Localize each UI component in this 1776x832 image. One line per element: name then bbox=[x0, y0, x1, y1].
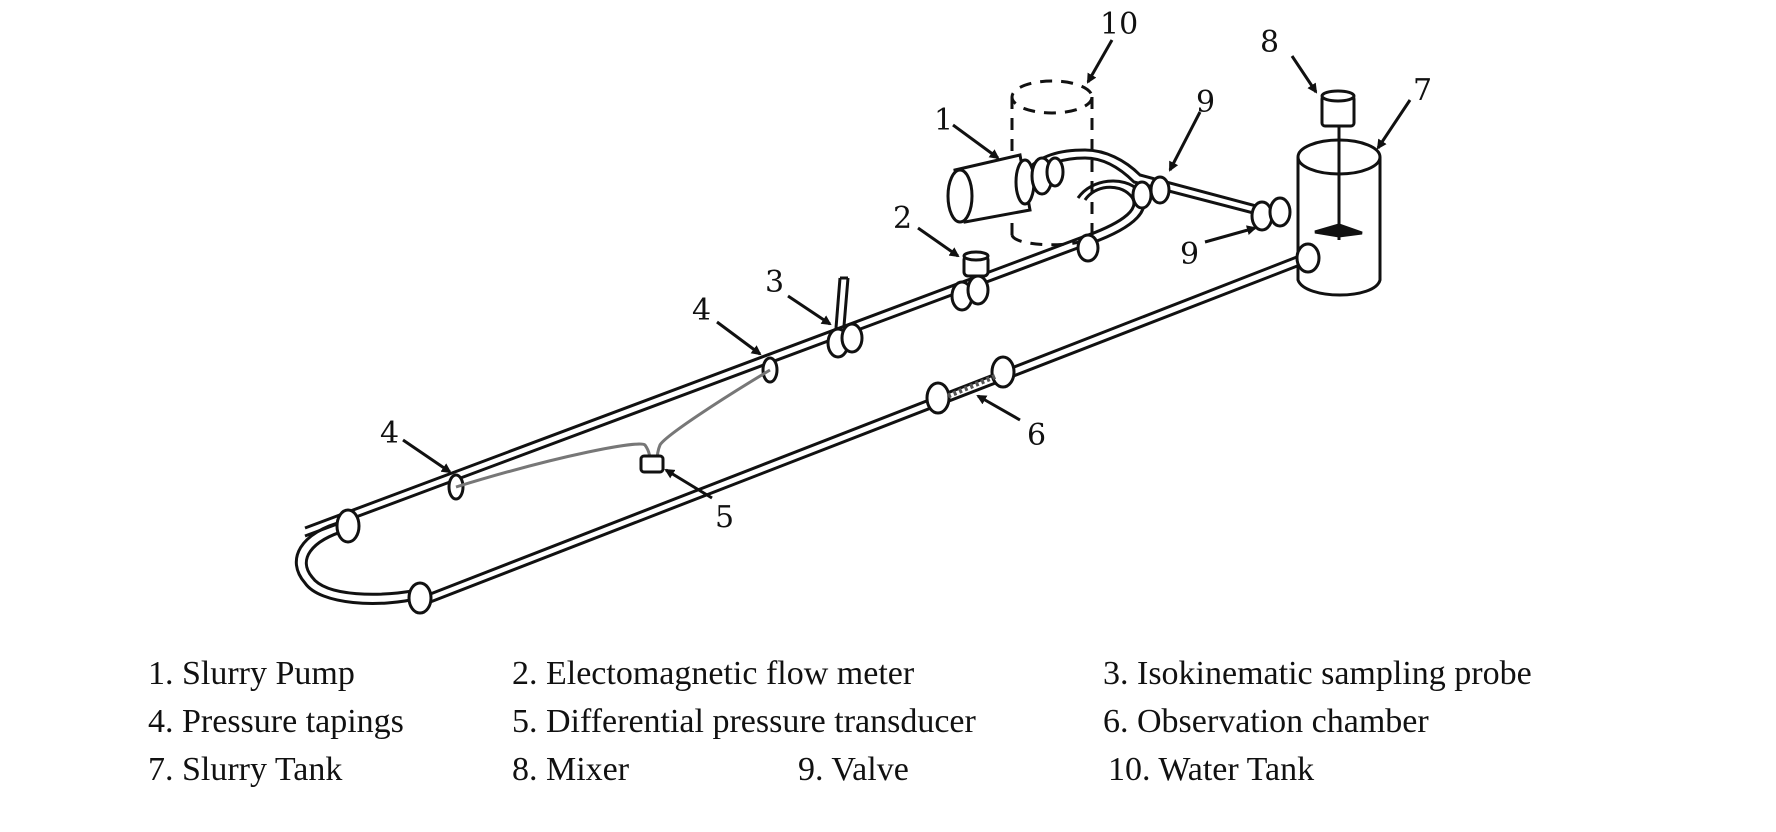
legend-item-8: 8. Mixer bbox=[512, 751, 630, 788]
flow-loop-diagram: 1 2 3 4 4 5 6 7 8 9 9 10 bbox=[294, 7, 1432, 615]
legend-item-4: 4. Pressure tapings bbox=[148, 703, 404, 740]
callout-arrows bbox=[402, 39, 1412, 500]
callout-5: 5 bbox=[715, 500, 734, 535]
legend-item-3: 3. Isokinematic sampling probe bbox=[1103, 655, 1532, 692]
callout-9-upper: 9 bbox=[1196, 85, 1215, 120]
callout-6: 6 bbox=[1027, 418, 1046, 453]
legend-item-1: 1. Slurry Pump bbox=[148, 655, 355, 692]
lower-pipe bbox=[419, 253, 1306, 608]
callout-10: 10 bbox=[1100, 7, 1138, 42]
observation-chamber bbox=[947, 373, 997, 399]
mixer bbox=[1320, 89, 1356, 128]
transducer-body bbox=[639, 454, 665, 474]
callout-4-lower: 4 bbox=[380, 416, 399, 451]
legend-item-9: 9. Valve bbox=[798, 751, 909, 788]
callout-7: 7 bbox=[1413, 73, 1432, 108]
legend-item-2: 2. Electomagnetic flow meter bbox=[512, 655, 915, 692]
legend-item-6: 6. Observation chamber bbox=[1103, 703, 1429, 740]
callout-1: 1 bbox=[934, 103, 953, 138]
slurry-pump bbox=[946, 153, 1065, 224]
callout-8: 8 bbox=[1260, 25, 1279, 60]
callout-4-upper: 4 bbox=[692, 293, 711, 328]
upper-pipe bbox=[304, 179, 1146, 538]
sampling-probe bbox=[834, 276, 850, 329]
callout-2: 2 bbox=[893, 201, 912, 236]
callout-3: 3 bbox=[765, 265, 784, 300]
lower-pipe-flanges bbox=[407, 196, 1321, 615]
legend-item-5: 5. Differential pressure transducer bbox=[512, 703, 976, 740]
legend-item-7: 7. Slurry Tank bbox=[148, 751, 343, 788]
callout-9-lower: 9 bbox=[1180, 237, 1199, 272]
flow-meter bbox=[962, 250, 990, 278]
legend-item-10: 10. Water Tank bbox=[1108, 751, 1315, 788]
pressure-transducer bbox=[455, 368, 771, 489]
u-bend bbox=[294, 519, 421, 605]
